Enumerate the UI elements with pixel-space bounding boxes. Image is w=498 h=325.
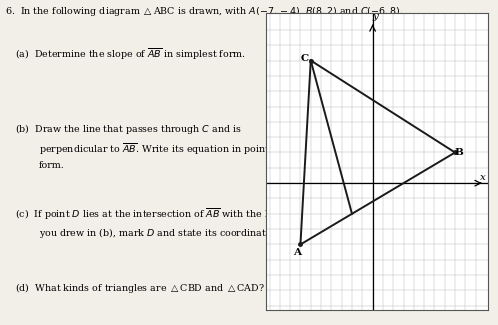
Text: (b)  Draw the line that passes through $C$ and is: (b) Draw the line that passes through $C… [15,122,242,136]
Text: B: B [455,148,464,157]
Text: (d)  What kinds of triangles are $\triangle$CBD and $\triangle$CAD? Why?: (d) What kinds of triangles are $\triang… [15,281,295,295]
Text: A: A [293,248,301,257]
Text: x: x [481,173,487,182]
Text: (a)  Determine the slope of $\overline{AB}$ in simplest form.: (a) Determine the slope of $\overline{AB… [15,47,246,62]
Text: y: y [372,12,378,21]
Text: form.: form. [39,161,64,170]
Text: (c)  If point $D$ lies at the intersection of $\overline{AB}$ with the line: (c) If point $D$ lies at the intersectio… [15,206,284,222]
Text: you drew in (b), mark $D$ and state its coordinates.: you drew in (b), mark $D$ and state its … [39,226,279,240]
Text: perpendicular to $\overline{AB}$. Write its equation in point-slope: perpendicular to $\overline{AB}$. Write … [39,141,298,157]
Text: 6.  In the following diagram $\triangle$ABC is drawn, with $A(-7,-4)$, $B(8,2)$ : 6. In the following diagram $\triangle$A… [5,5,403,18]
Text: C: C [301,55,309,63]
